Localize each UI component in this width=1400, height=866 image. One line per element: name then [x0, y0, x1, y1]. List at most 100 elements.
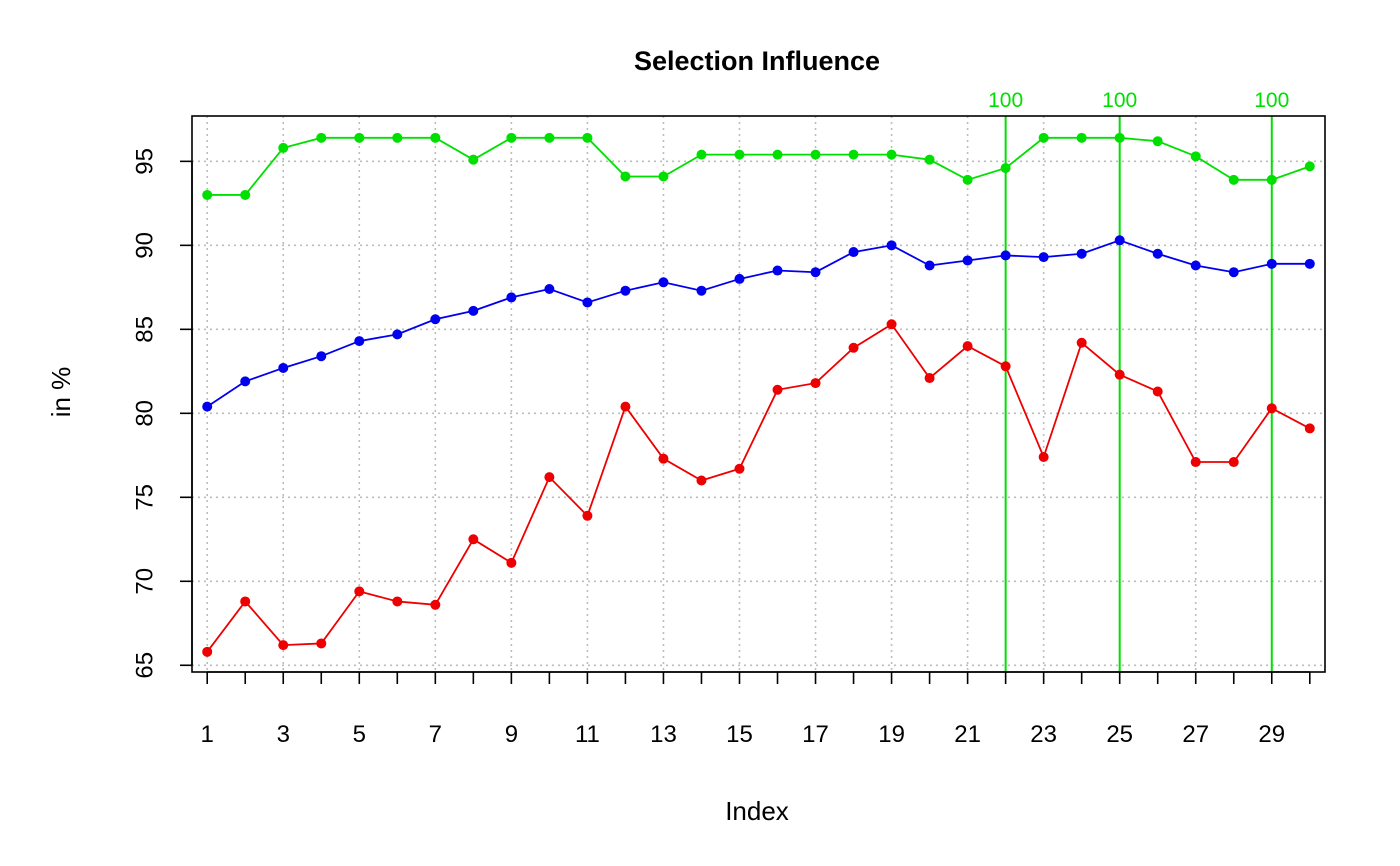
- series-group: [202, 132, 1315, 657]
- y-axis-label: in %: [46, 367, 76, 418]
- series-1-point: [1038, 132, 1049, 143]
- x-tick-label: 19: [878, 721, 905, 748]
- x-tick-label: 25: [1106, 721, 1133, 748]
- series-3-line: [206, 323, 1311, 653]
- series-2-point: [240, 376, 251, 387]
- series-2-point: [1000, 250, 1011, 261]
- series-2-point: [1228, 267, 1239, 278]
- x-tick-label: 1: [201, 721, 214, 748]
- y-tick-label: 95: [132, 148, 159, 175]
- series-3-point: [848, 342, 859, 353]
- series-1-point: [468, 154, 479, 165]
- series-2-point: [848, 247, 859, 258]
- series-2-point: [620, 285, 631, 296]
- series-3-point: [430, 599, 441, 610]
- reference-line-label-3: 100: [1254, 89, 1289, 112]
- series-2-point: [202, 401, 213, 412]
- series-3-point: [316, 638, 327, 649]
- series-3-point: [772, 384, 783, 395]
- series-1-point: [1076, 132, 1087, 143]
- x-tick-label: 21: [954, 721, 981, 748]
- chart-title: Selection Influence: [634, 46, 880, 76]
- x-tick-label: 27: [1182, 721, 1209, 748]
- y-tick-label: 70: [132, 568, 159, 595]
- series-3-point: [924, 373, 935, 384]
- series-3-point: [1152, 386, 1163, 397]
- series-2-point: [772, 265, 783, 276]
- series-3-point: [278, 640, 289, 651]
- series-1-point: [924, 154, 935, 165]
- series-2-point: [1038, 252, 1049, 263]
- series-2-point: [924, 260, 935, 271]
- series-1-point: [962, 174, 973, 185]
- series-3-point: [202, 646, 213, 657]
- series-1-point: [202, 189, 213, 200]
- series-1-point: [1190, 151, 1201, 162]
- x-axis-label: Index: [725, 796, 789, 826]
- series-2-point: [962, 255, 973, 266]
- x-tick-label: 5: [353, 721, 366, 748]
- reference-lines: 100 100 100: [988, 89, 1289, 672]
- series-3-point: [1228, 457, 1239, 468]
- series-2-point: [696, 285, 707, 296]
- series-1-point: [886, 149, 897, 160]
- series-2-point: [316, 351, 327, 362]
- series-1-point: [772, 149, 783, 160]
- series-3-point: [1000, 361, 1011, 372]
- series-3-point: [886, 319, 897, 330]
- y-tick-label: 80: [132, 400, 159, 427]
- series-3-point: [696, 475, 707, 486]
- series-2-point: [544, 284, 555, 295]
- series-1-point: [734, 149, 745, 160]
- series-1-point: [1000, 163, 1011, 174]
- series-1-point: [240, 189, 251, 200]
- series-2-point: [278, 362, 289, 373]
- x-tick-label: 13: [650, 721, 677, 748]
- series-2-point: [1114, 235, 1125, 246]
- series-2-point: [468, 305, 479, 316]
- series-3-point: [582, 510, 593, 521]
- series-3-point: [1304, 423, 1315, 434]
- series-2-point: [1304, 258, 1315, 269]
- x-tick-label: 29: [1258, 721, 1285, 748]
- series-3-point: [810, 378, 821, 389]
- y-tick-label: 90: [132, 232, 159, 259]
- series-1-point: [658, 171, 669, 182]
- series-3-point: [240, 596, 251, 607]
- x-tick-label: 15: [726, 721, 753, 748]
- series-3-point: [1038, 451, 1049, 462]
- series-3-point: [1114, 369, 1125, 380]
- series-1-point: [316, 132, 327, 143]
- series-1-line: [207, 136, 1311, 196]
- series-1-point: [544, 132, 555, 143]
- series-1-point: [810, 149, 821, 160]
- series-1-point: [392, 132, 403, 143]
- series-2-point: [734, 273, 745, 284]
- x-tick-label: 7: [429, 721, 442, 748]
- series-3-point: [392, 596, 403, 607]
- series-2-point: [582, 297, 593, 308]
- series-1-point: [506, 132, 517, 143]
- series-3-point: [1190, 457, 1201, 468]
- series-2-point: [1152, 248, 1163, 259]
- series-1-point: [1266, 174, 1277, 185]
- x-tick-label: 23: [1030, 721, 1057, 748]
- series-3-point: [544, 472, 555, 483]
- series-2-point: [506, 292, 517, 303]
- reference-line-label-1: 100: [988, 89, 1023, 112]
- series-3-point: [506, 557, 517, 568]
- series-2-point: [1190, 260, 1201, 271]
- series-1-point: [278, 142, 289, 153]
- series-2-point: [810, 267, 821, 278]
- x-tick-label: 11: [575, 721, 600, 748]
- series-2-point: [392, 329, 403, 340]
- series-1-point: [1114, 132, 1125, 143]
- series-3-point: [962, 341, 973, 352]
- series-2-line: [206, 239, 1310, 408]
- series-1-point: [354, 132, 365, 143]
- x-tick-label: 9: [505, 721, 518, 748]
- series-1-point: [1152, 136, 1163, 147]
- series-1-point: [1304, 161, 1315, 172]
